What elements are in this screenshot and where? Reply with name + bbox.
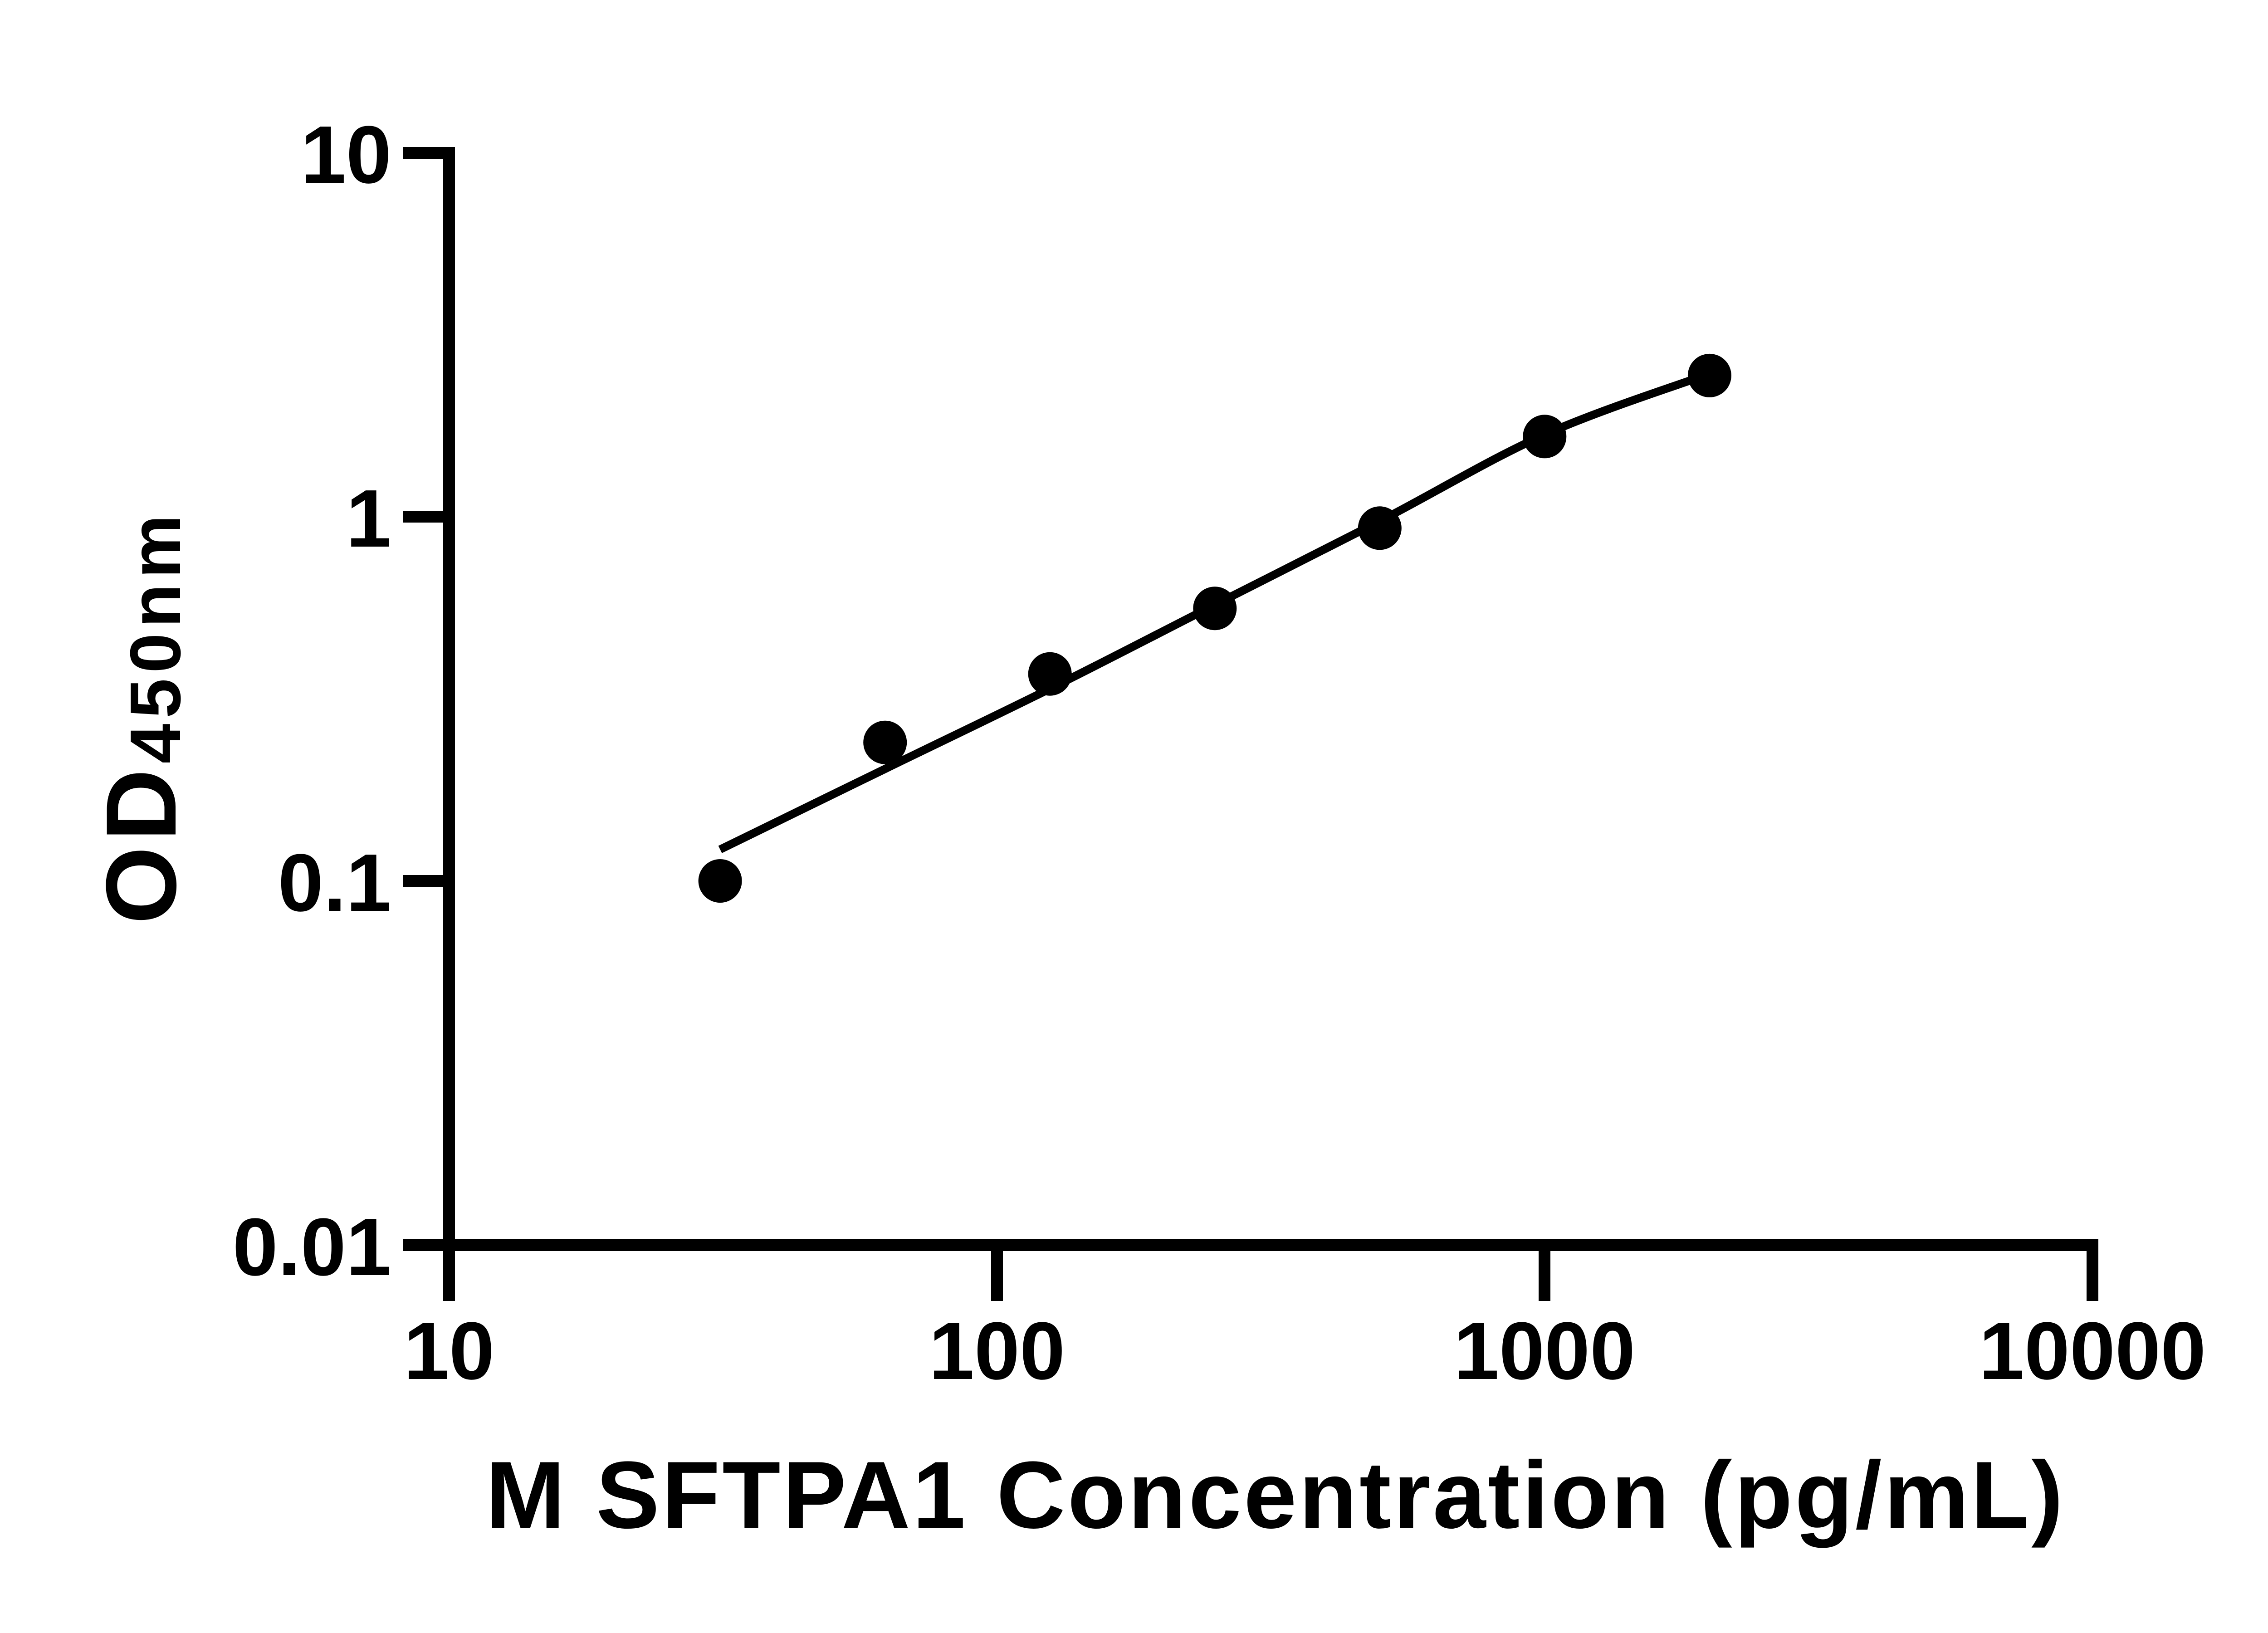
y-tick-label-0.1: 0.1 (278, 837, 391, 929)
data-point (1358, 506, 1402, 550)
y-axis-title-subscript: 450nm (116, 509, 196, 764)
y-tick-label-0.01: 0.01 (233, 1202, 391, 1293)
x-axis-title: M SFTPA1 Concentration (pg/mL) (486, 1442, 2066, 1548)
y-tick-label-10: 10 (301, 109, 391, 200)
y-tick-labels: 10 1 0.1 0.01 (233, 109, 391, 1293)
x-tick-label-10000: 10000 (1979, 1305, 2206, 1397)
data-point (1028, 652, 1072, 696)
data-point (698, 859, 742, 903)
data-point (863, 720, 907, 764)
y-axis (403, 147, 455, 1251)
x-tick-label-1000: 1000 (1454, 1305, 1635, 1397)
y-tick-label-1: 1 (346, 473, 391, 564)
x-tick-labels: 10 100 1000 10000 (404, 1305, 2206, 1397)
x-tick-label-10: 10 (404, 1305, 494, 1397)
data-point (1193, 587, 1237, 631)
data-points (698, 353, 1731, 903)
x-axis (443, 1239, 2098, 1301)
y-axis-title-main: OD (85, 763, 197, 924)
y-axis-title: OD450nm (85, 509, 197, 924)
x-tick-label-100: 100 (929, 1305, 1065, 1397)
data-point (1523, 415, 1567, 459)
data-point (1687, 353, 1731, 397)
